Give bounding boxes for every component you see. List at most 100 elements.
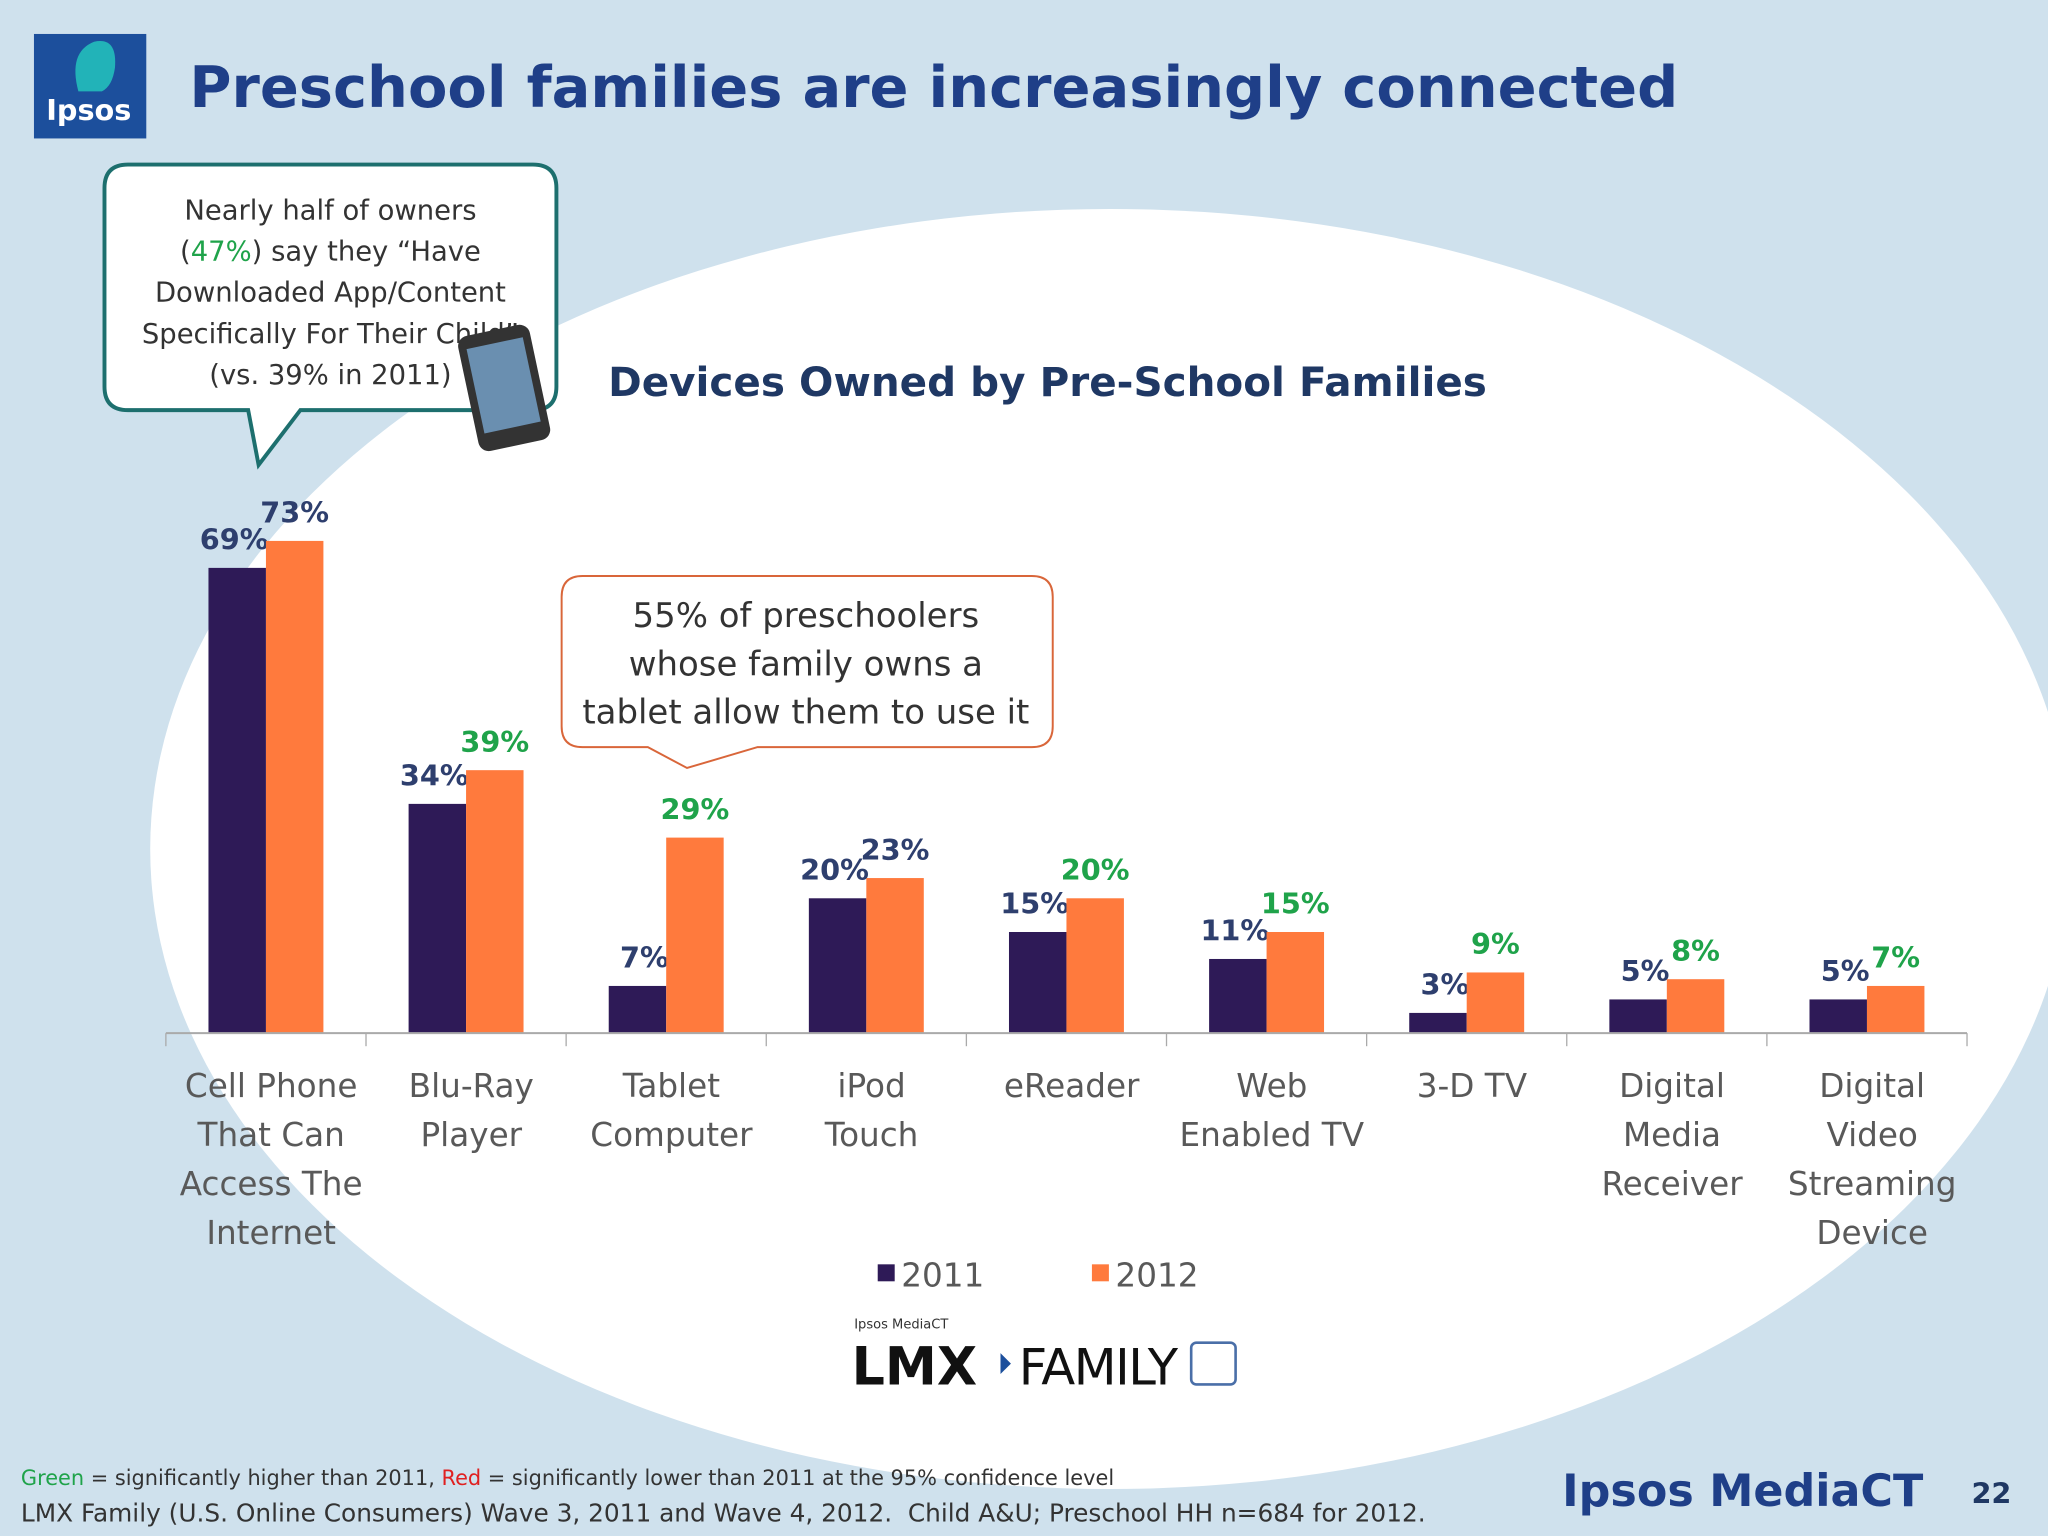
value-label: 3% <box>1421 968 1470 1002</box>
footnote: Green = significantly higher than 2011, … <box>21 1466 1114 1490</box>
footnote: LMX Family (U.S. Online Consumers) Wave … <box>21 1499 1426 1528</box>
callout-segment: Specifically For Their Child” <box>142 319 519 350</box>
logo-text: Ipsos <box>46 93 131 127</box>
lmx-icon <box>1189 1341 1237 1386</box>
value-label: 20% <box>1061 853 1130 887</box>
callout-line: (vs. 39% in 2011) <box>209 360 451 391</box>
callout-line: whose family owns a <box>629 644 983 684</box>
value-label: 69% <box>200 523 269 557</box>
callout-segment: Nearly half of owners <box>184 195 476 226</box>
x-tick-label: Media <box>1623 1116 1721 1154</box>
callout-line: Downloaded App/Content <box>155 278 506 309</box>
bar <box>1666 979 1725 1034</box>
callout-text: 55% of preschoolers whose family owns a ta… <box>582 596 1029 733</box>
value-label: 8% <box>1671 934 1720 968</box>
bar <box>1266 932 1325 1034</box>
footnote-segment: = significantly lower than 2011 at the 9… <box>481 1466 1114 1490</box>
x-tick-label: Cell Phone <box>185 1067 357 1105</box>
x-tick-label: Video <box>1826 1116 1917 1154</box>
bar <box>1609 999 1667 1034</box>
value-label: 7% <box>1871 941 1920 975</box>
bar <box>1209 958 1267 1034</box>
bar <box>866 878 924 1034</box>
value-label: 34% <box>400 759 469 793</box>
callout-segment: Downloaded App/Content <box>155 278 506 309</box>
x-tick-label: Digital <box>1619 1067 1725 1105</box>
footnote-segment: LMX Family (U.S. Online Consumers) Wave … <box>21 1499 1426 1528</box>
phone-icon <box>458 324 551 452</box>
callout-line: Specifically For Their Child” <box>142 319 519 350</box>
bar <box>1008 932 1067 1034</box>
x-tick-label: That Can <box>197 1116 345 1154</box>
bar <box>666 837 724 1034</box>
callout-line: 55% of preschoolers <box>633 596 980 636</box>
x-tick-label: Player <box>421 1116 523 1154</box>
x-tick-label: Tablet <box>622 1067 720 1105</box>
lmx-logo: FAMILY <box>1019 1338 1179 1396</box>
x-tick-label: Digital <box>1819 1067 1925 1105</box>
footnote-segment: Green <box>21 1466 84 1490</box>
lmx-logo: LMX <box>852 1337 978 1397</box>
callout-line: tablet allow them to use it <box>582 693 1029 733</box>
value-label: 15% <box>1261 887 1330 921</box>
callout-box <box>560 575 1054 770</box>
value-label: 23% <box>861 833 930 867</box>
slide-title: Preschool families are increasingly conn… <box>189 54 1678 121</box>
footnotes: Green = significantly higher than 2011, … <box>21 1466 1426 1528</box>
callout-line: (47%) say they “Have <box>180 237 481 268</box>
bar <box>608 985 667 1034</box>
x-tick-label: Streaming <box>1788 1165 1957 1203</box>
callout-text: Nearly half of owners (47%) say they “Hav… <box>142 195 519 391</box>
value-label: 7% <box>620 941 669 975</box>
value-label: 9% <box>1471 927 1520 961</box>
x-tick-label: Touch <box>824 1116 919 1154</box>
x-tick-label: Access The <box>180 1165 363 1203</box>
brand: Ipsos MediaCT <box>1562 1466 1924 1517</box>
ellipse-panel <box>150 209 2048 1489</box>
bar <box>1809 999 1867 1034</box>
x-tick-label: Enabled TV <box>1180 1116 1365 1154</box>
bar <box>466 770 524 1034</box>
x-tick-label: Web <box>1236 1067 1307 1105</box>
legend-swatch <box>877 1264 895 1282</box>
x-tick-label: Blu-Ray <box>409 1067 534 1105</box>
lmx-caption: Ipsos MediaCT <box>854 1317 948 1332</box>
bar <box>265 540 324 1034</box>
value-label: 29% <box>661 792 730 826</box>
phone-screen <box>466 337 541 434</box>
value-label: 15% <box>1000 887 1069 921</box>
value-label: 11% <box>1200 914 1269 948</box>
bar <box>408 803 467 1034</box>
legend-swatch <box>1091 1264 1109 1282</box>
chart-title: Devices Owned by Pre-School Families <box>608 358 1487 406</box>
x-tick-label: iPod <box>837 1067 905 1105</box>
legend-label: 2011 <box>901 1257 984 1295</box>
legend-label: 2012 <box>1115 1257 1198 1295</box>
logo-figure <box>75 41 116 92</box>
footnote-segment: = significantly higher than 2011, <box>84 1466 441 1490</box>
x-tick-label: Device <box>1816 1214 1928 1252</box>
x-tick-label: Receiver <box>1601 1165 1743 1203</box>
x-tick-label: Internet <box>206 1214 336 1252</box>
x-tick-label: 3-D TV <box>1417 1067 1528 1105</box>
value-label: 5% <box>1621 954 1670 988</box>
chart: 69%73% Cell Phone That Can Access The Intern… <box>165 496 1968 1295</box>
x-tick-label: eReader <box>1004 1067 1140 1105</box>
callout-segment: (vs. 39% in 2011) <box>209 360 451 391</box>
lmx-arrow <box>1000 1353 1011 1375</box>
bar <box>808 898 867 1034</box>
bar <box>1466 972 1525 1034</box>
bar <box>1866 985 1925 1034</box>
callout-segment: ( <box>180 237 191 268</box>
value-label: 20% <box>800 853 869 887</box>
callout-segment: ) say they “Have <box>252 237 481 268</box>
page-number: 22 <box>1971 1476 2011 1510</box>
bar <box>1066 898 1124 1034</box>
callout-segment: 47% <box>191 237 252 268</box>
footnote-segment: Red <box>442 1466 482 1490</box>
x-tick-label: Computer <box>590 1116 753 1154</box>
value-label: 73% <box>260 496 329 530</box>
callout-line: Nearly half of owners <box>184 195 476 226</box>
